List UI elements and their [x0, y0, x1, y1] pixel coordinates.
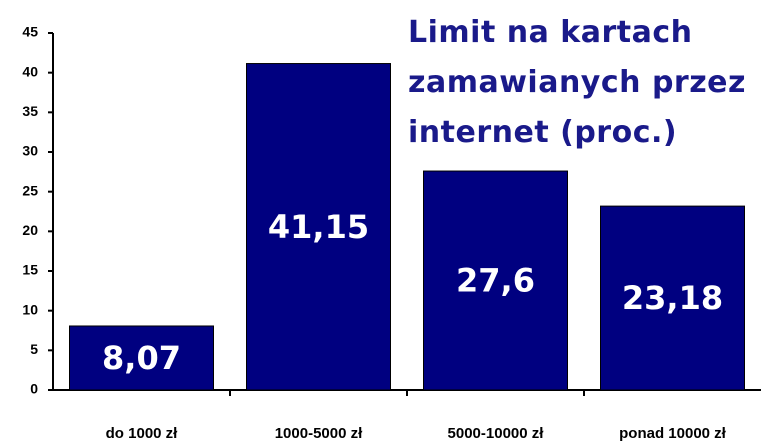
- chart-title: Limit na kartach zamawianych przez inter…: [408, 15, 746, 150]
- value-label: 41,15: [268, 208, 369, 246]
- y-tick-label: 40: [22, 63, 38, 79]
- value-label: 27,6: [456, 262, 535, 300]
- x-tick-label: ponad 10000 zł: [619, 425, 727, 442]
- y-tick-label: 25: [22, 182, 38, 198]
- bar: [600, 205, 745, 391]
- value-label: 8,07: [102, 339, 181, 377]
- x-tick-label: 1000-5000 zł: [275, 425, 363, 442]
- y-tick-label: 0: [30, 381, 38, 397]
- bar: [69, 325, 214, 391]
- y-tick-label: 35: [22, 103, 38, 119]
- x-tick-label: do 1000 zł: [106, 425, 179, 442]
- y-tick-label: 5: [30, 341, 38, 357]
- value-label: 23,18: [622, 279, 723, 317]
- y-tick-label: 30: [22, 143, 38, 159]
- bar: [246, 63, 391, 391]
- y-tick-label: 45: [22, 24, 38, 40]
- y-tick-label: 20: [22, 222, 38, 238]
- y-tick-label: 10: [22, 301, 38, 317]
- x-tick-label: 5000-10000 zł: [448, 425, 545, 442]
- bar: [423, 170, 568, 391]
- y-tick-label: 15: [22, 262, 38, 278]
